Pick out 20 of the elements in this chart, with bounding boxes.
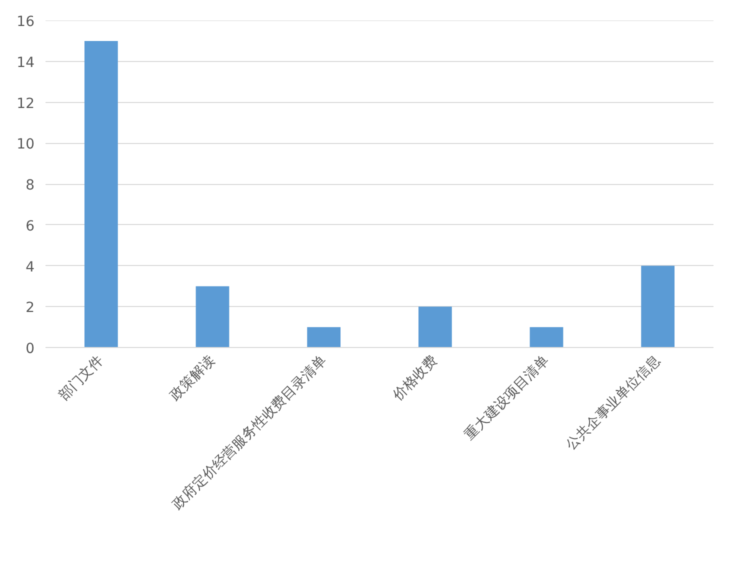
x-tick-label: 价格收费 — [389, 352, 441, 404]
bar — [196, 286, 230, 348]
x-tick-label: 政策解读 — [167, 352, 218, 404]
y-tick-label: 12 — [16, 96, 35, 112]
x-tick-label: 公共企事业单位信息 — [563, 352, 664, 454]
bar — [307, 327, 341, 348]
bar — [418, 306, 452, 348]
bar — [530, 327, 564, 348]
y-tick-label: 6 — [26, 218, 35, 234]
y-tick-label: 14 — [16, 54, 35, 71]
bar — [641, 266, 675, 348]
y-tick-label: 8 — [26, 178, 35, 194]
y-tick-label: 10 — [16, 136, 35, 153]
x-tick-label: 重大建设项目清单 — [462, 352, 552, 444]
x-tick-label: 部门文件 — [56, 352, 107, 404]
y-tick-label: 0 — [26, 341, 35, 357]
bar — [84, 40, 118, 348]
y-tick-label: 16 — [16, 14, 35, 30]
y-tick-label: 2 — [26, 300, 35, 316]
y-tick-label: 4 — [26, 259, 35, 276]
